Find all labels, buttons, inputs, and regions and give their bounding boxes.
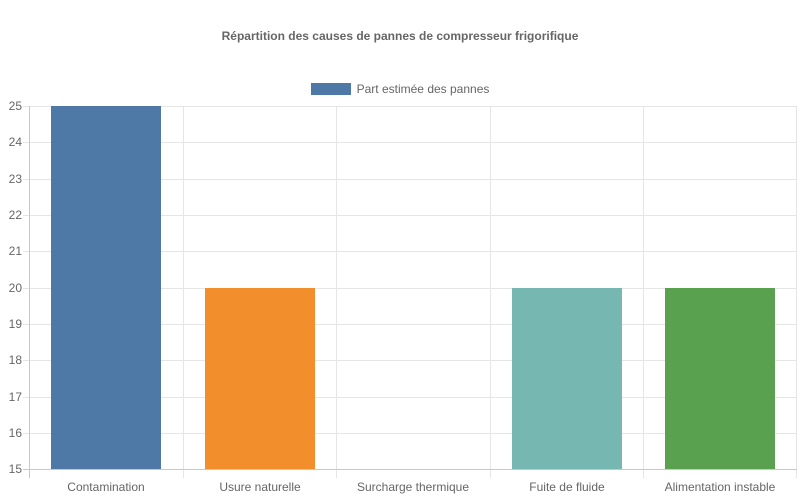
legend-swatch[interactable] [310, 83, 351, 95]
x-label-surcharge-thermique: Surcharge thermique [356, 480, 470, 494]
y-tick: 21 [8, 244, 22, 258]
gridline [23, 433, 797, 434]
y-tick: 19 [8, 317, 22, 331]
x-label-fuite-de-fluide: Fuite de fluide [529, 480, 605, 494]
chart-title: Répartition des causes de pannes de comp… [221, 29, 579, 43]
x-axis-line [23, 469, 797, 470]
x-label-alimentation-instable: Alimentation instable [664, 480, 776, 494]
gridline [23, 215, 797, 216]
y-tick: 23 [8, 172, 22, 186]
gridline [183, 106, 184, 478]
bar-usure-naturelle[interactable] [205, 288, 315, 469]
plot-area [23, 106, 797, 478]
gridline [23, 106, 797, 107]
y-tick: 22 [8, 208, 22, 222]
bar-fuite-de-fluide[interactable] [512, 288, 622, 469]
gridline [23, 360, 797, 361]
gridline [796, 106, 797, 478]
y-tick: 25 [8, 99, 22, 113]
bar-alimentation-instable[interactable] [665, 288, 775, 469]
x-label-contamination: Contamination [67, 480, 145, 494]
gridline [23, 397, 797, 398]
gridline [336, 106, 337, 478]
y-tick: 15 [8, 462, 22, 476]
y-axis-line [29, 106, 30, 478]
gridline [490, 106, 491, 478]
gridline [23, 251, 797, 252]
gridline [643, 106, 644, 478]
gridline [23, 324, 797, 325]
y-tick: 18 [8, 353, 22, 367]
x-label-usure-naturelle: Usure naturelle [219, 480, 301, 494]
y-tick: 24 [8, 135, 22, 149]
legend: Part estimée des pannes [0, 82, 800, 96]
gridline [23, 179, 797, 180]
legend-label[interactable]: Part estimée des pannes [356, 82, 490, 96]
y-tick: 17 [8, 390, 22, 404]
bar-contamination[interactable] [51, 106, 161, 469]
y-tick: 20 [8, 281, 22, 295]
gridline [23, 288, 797, 289]
gridline [23, 142, 797, 143]
y-tick: 16 [8, 426, 22, 440]
